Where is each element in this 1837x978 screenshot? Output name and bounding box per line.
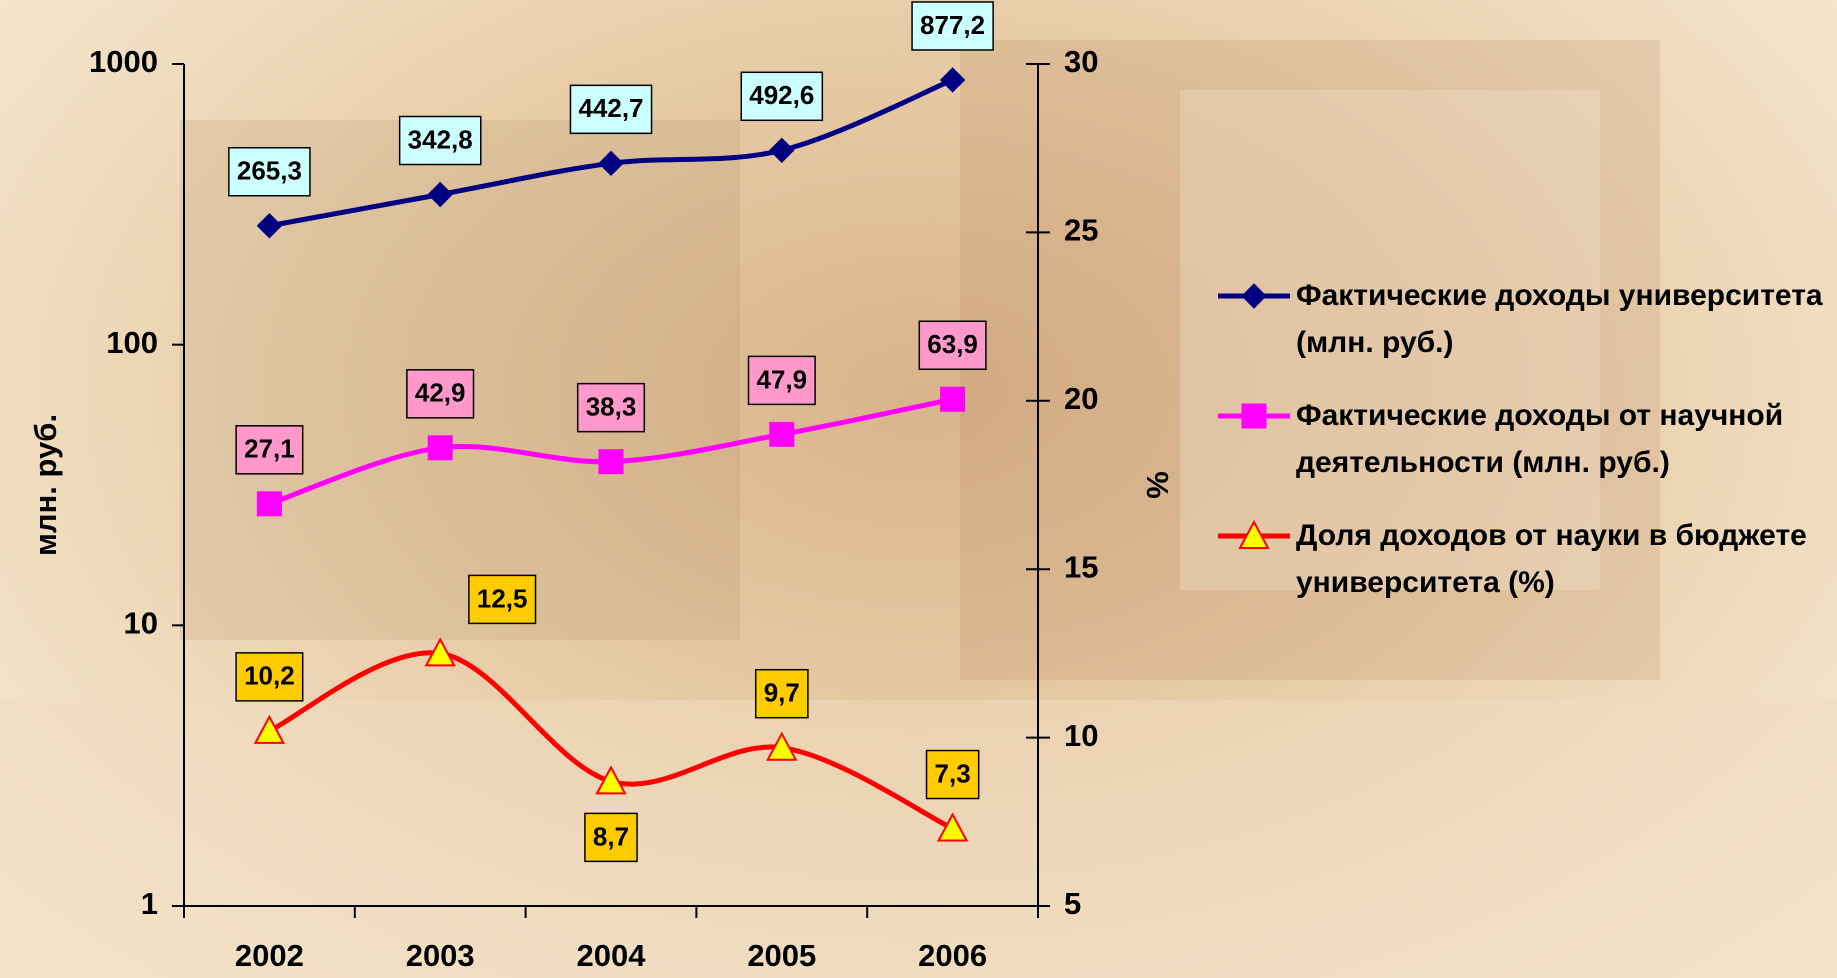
value-label: 492,6 <box>749 80 814 110</box>
x-tick-label: 2004 <box>577 938 647 973</box>
y2-tick-label: 30 <box>1064 44 1098 79</box>
value-label-box <box>398 115 482 166</box>
y2-tick-label: 5 <box>1064 886 1081 921</box>
legend-entry: Фактические доходы от научной деятельнос… <box>1218 392 1828 486</box>
point <box>766 731 798 761</box>
legend-entry: Фактические доходы университета (млн. ру… <box>1218 272 1828 366</box>
point <box>939 67 966 93</box>
point <box>769 137 795 164</box>
legend-swatch <box>1218 520 1290 549</box>
value-label-box <box>925 749 980 800</box>
value-label-box <box>740 71 824 122</box>
y2-axis-title: % <box>1140 471 1175 499</box>
y2-tick-label: 20 <box>1064 381 1098 416</box>
point <box>598 449 624 475</box>
value-label-box <box>406 369 475 419</box>
value-label-box <box>747 355 816 406</box>
legend: Фактические доходы университета (млн. ру… <box>1218 272 1828 632</box>
value-label-box <box>235 652 304 702</box>
legend-label: Фактические доходы от научной деятельнос… <box>1296 399 1784 479</box>
point <box>424 637 456 667</box>
value-label: 47,9 <box>756 364 807 394</box>
point <box>256 213 283 239</box>
value-label-box <box>754 668 809 719</box>
y2-tick-label: 15 <box>1064 549 1098 584</box>
value-label: 9,7 <box>764 678 800 708</box>
y2-tick-label: 25 <box>1064 213 1098 248</box>
y2-tick-label: 10 <box>1064 718 1098 753</box>
value-label-box <box>468 574 537 625</box>
value-label-box <box>228 146 311 197</box>
point <box>1241 403 1267 429</box>
y-axis-title: млн. руб. <box>28 414 63 556</box>
point <box>1238 520 1270 549</box>
point <box>253 714 286 744</box>
legend-swatch <box>1218 283 1290 309</box>
point <box>769 421 795 447</box>
point <box>595 765 627 795</box>
value-label: 12,5 <box>477 583 528 613</box>
value-label-box <box>584 812 638 863</box>
x-tick-label: 2006 <box>918 938 987 973</box>
point <box>940 386 966 412</box>
value-label: 42,9 <box>415 378 466 408</box>
legend-swatch <box>1218 403 1290 429</box>
value-label-box <box>576 382 646 433</box>
point <box>936 812 969 842</box>
value-label: 27,1 <box>244 434 295 464</box>
value-label: 265,3 <box>237 156 302 186</box>
value-label-box <box>235 425 304 475</box>
value-label: 442,7 <box>578 93 643 123</box>
value-label: 342,8 <box>408 124 473 154</box>
x-tick-label: 2002 <box>235 938 304 973</box>
point <box>598 150 624 177</box>
point <box>1241 283 1267 309</box>
value-label-box <box>911 1 994 51</box>
point <box>427 435 453 461</box>
x-tick-label: 2003 <box>406 938 475 973</box>
legend-entry: Доля доходов от науки в бюджете универси… <box>1218 512 1828 606</box>
y-tick-label: 1000 <box>89 44 158 79</box>
legend-label: Доля доходов от науки в бюджете универси… <box>1296 519 1807 599</box>
x-tick-label: 2005 <box>747 938 816 973</box>
series-line <box>268 650 954 831</box>
value-label: 10,2 <box>244 661 295 691</box>
value-label: 7,3 <box>935 758 971 788</box>
point <box>427 181 453 208</box>
point <box>256 491 282 517</box>
value-label-box <box>569 84 653 135</box>
value-label-box <box>918 320 987 371</box>
value-label: 63,9 <box>927 329 978 359</box>
legend-label: Фактические доходы университета (млн. ру… <box>1296 279 1823 359</box>
value-label: 38,3 <box>586 392 637 422</box>
y-tick-label: 100 <box>106 325 158 360</box>
y-tick-label: 1 <box>141 886 158 921</box>
value-label: 8,7 <box>593 821 629 851</box>
y-tick-label: 10 <box>124 606 158 641</box>
value-label: 877,2 <box>920 10 985 40</box>
